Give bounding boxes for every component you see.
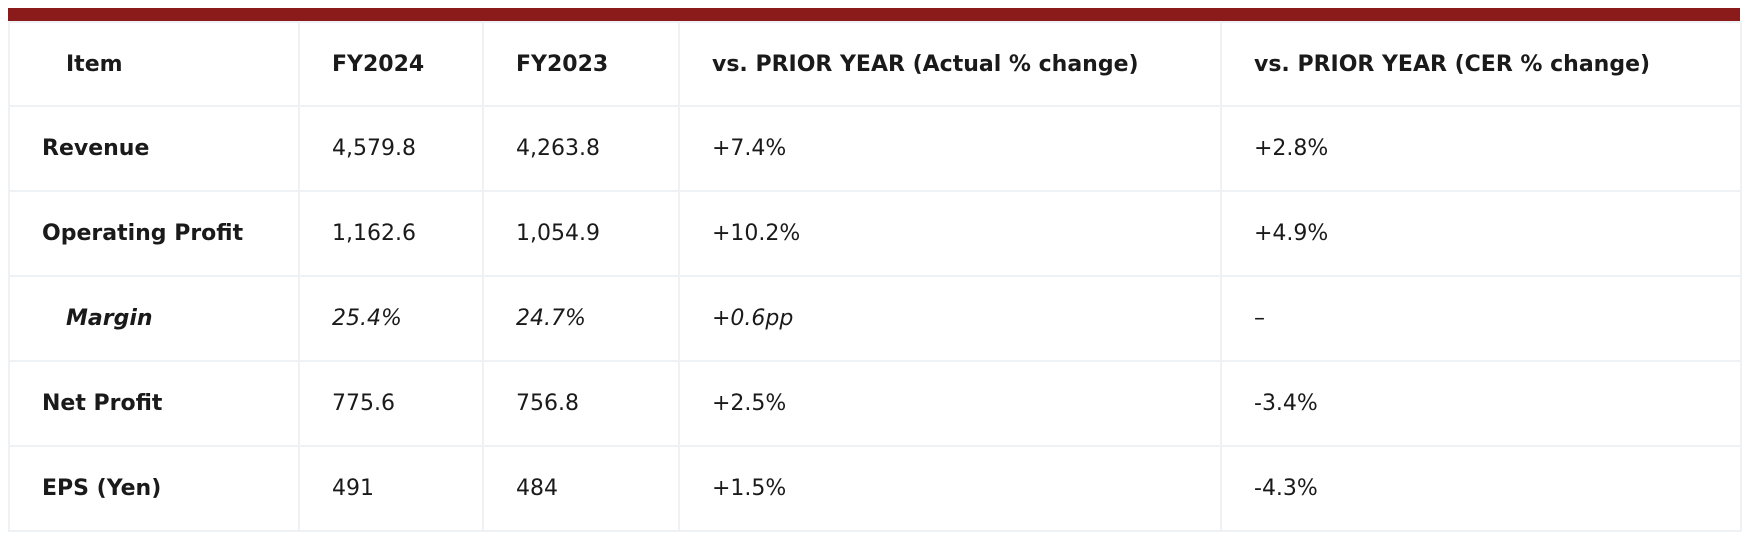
cell-actual-change: +0.6pp [678, 275, 1222, 362]
table-row: Net Profit 775.6 756.8 +2.5% -3.4% [8, 360, 1742, 447]
row-label: Margin [8, 275, 300, 362]
cell-fy2024: 25.4% [298, 275, 484, 362]
cell-cer-change: – [1220, 275, 1742, 362]
cell-fy2023: 756.8 [482, 360, 680, 447]
cell-actual-change: +7.4% [678, 105, 1222, 192]
cell-fy2023: 24.7% [482, 275, 680, 362]
cell-actual-change: +10.2% [678, 190, 1222, 277]
cell-fy2024: 775.6 [298, 360, 484, 447]
header-row: Item FY2024 FY2023 vs. PRIOR YEAR (Actua… [8, 21, 1742, 107]
row-label: Operating Profit [8, 190, 300, 277]
table-row: Margin 25.4% 24.7% +0.6pp – [8, 275, 1742, 362]
cell-fy2024: 4,579.8 [298, 105, 484, 192]
cell-cer-change: -4.3% [1220, 445, 1742, 532]
financial-summary: Item FY2024 FY2023 vs. PRIOR YEAR (Actua… [8, 8, 1742, 532]
cell-fy2023: 4,263.8 [482, 105, 680, 192]
cell-actual-change: +1.5% [678, 445, 1222, 532]
cell-cer-change: -3.4% [1220, 360, 1742, 447]
financial-table: Item FY2024 FY2023 vs. PRIOR YEAR (Actua… [8, 21, 1742, 532]
table-row: Revenue 4,579.8 4,263.8 +7.4% +2.8% [8, 105, 1742, 192]
table-row: EPS (Yen) 491 484 +1.5% -4.3% [8, 445, 1742, 532]
cell-fy2024: 491 [298, 445, 484, 532]
row-label: EPS (Yen) [8, 445, 300, 532]
header-actual-change: vs. PRIOR YEAR (Actual % change) [678, 21, 1222, 107]
cell-fy2023: 484 [482, 445, 680, 532]
row-label: Net Profit [8, 360, 300, 447]
cell-fy2023: 1,054.9 [482, 190, 680, 277]
header-cer-change: vs. PRIOR YEAR (CER % change) [1220, 21, 1742, 107]
cell-fy2024: 1,162.6 [298, 190, 484, 277]
cell-cer-change: +2.8% [1220, 105, 1742, 192]
header-fy2023: FY2023 [482, 21, 680, 107]
header-item: Item [8, 21, 300, 107]
accent-bar [8, 8, 1740, 21]
row-label: Revenue [8, 105, 300, 192]
table-row: Operating Profit 1,162.6 1,054.9 +10.2% … [8, 190, 1742, 277]
cell-actual-change: +2.5% [678, 360, 1222, 447]
cell-cer-change: +4.9% [1220, 190, 1742, 277]
header-fy2024: FY2024 [298, 21, 484, 107]
